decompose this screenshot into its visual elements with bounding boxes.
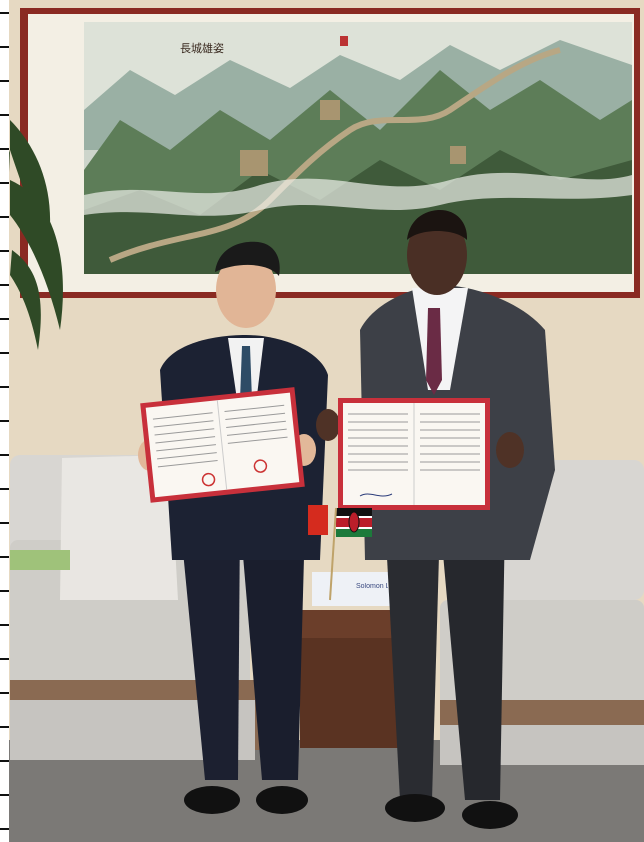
painting-inscription: 長城雄姿	[180, 41, 224, 55]
kenya-flag	[329, 507, 372, 601]
nameplate: Solomon Letro Lenaiyasa	[356, 583, 388, 590]
china-flag	[308, 505, 328, 535]
scan-edge	[0, 0, 9, 842]
left-document	[140, 387, 305, 503]
side-table	[300, 572, 400, 748]
right-document	[338, 398, 490, 510]
great-wall-painting: 長城雄姿	[20, 8, 640, 298]
